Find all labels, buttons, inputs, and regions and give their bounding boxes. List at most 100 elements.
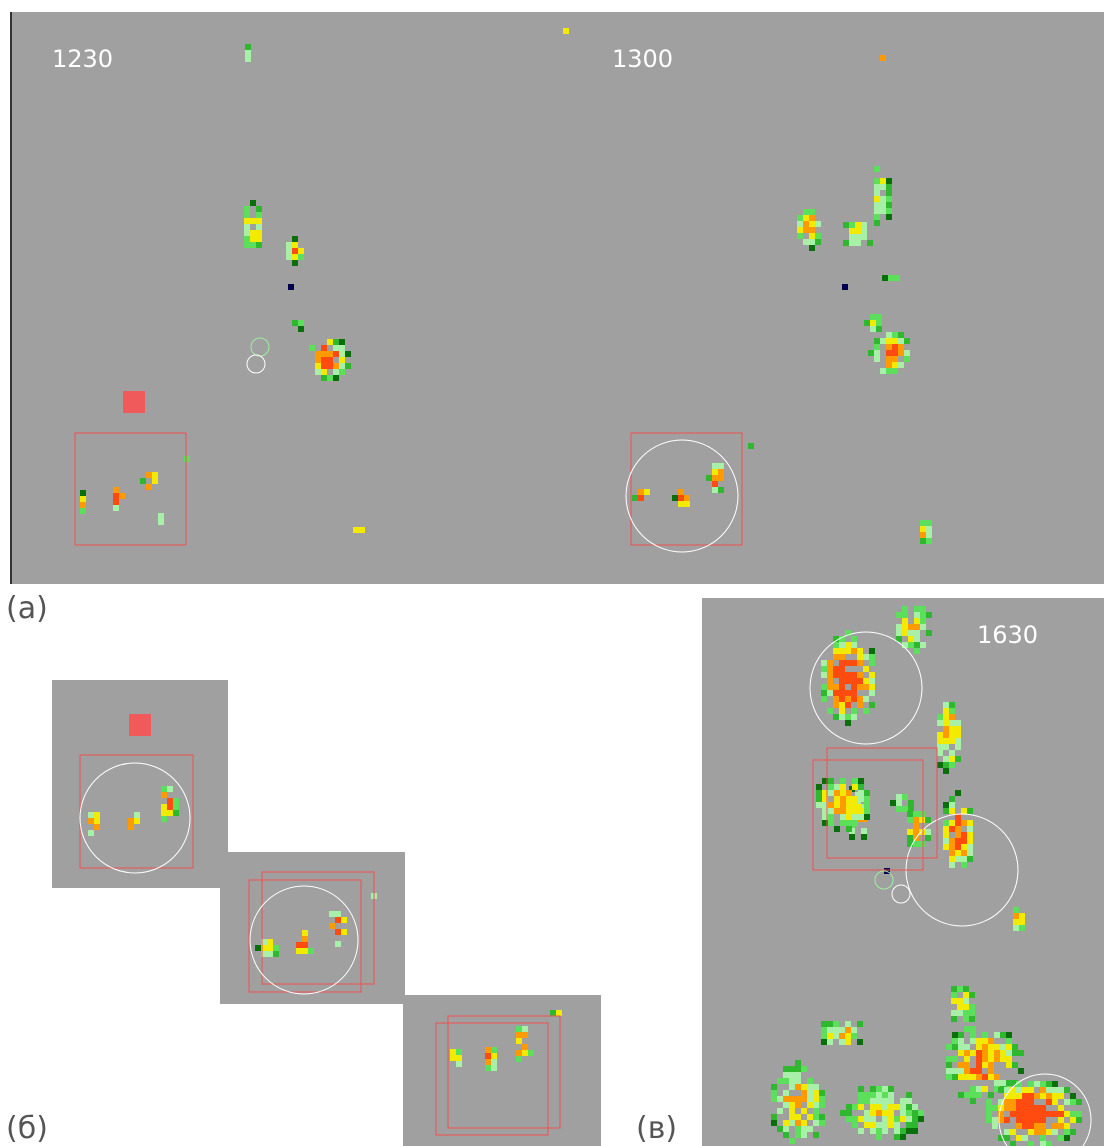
echo-pixel <box>1006 1080 1012 1086</box>
echo-pixel <box>833 702 839 708</box>
echo-pixel <box>892 344 898 350</box>
echo-pixel <box>869 684 875 690</box>
echo-pixel <box>888 1104 894 1110</box>
echo-pixel <box>128 818 134 824</box>
echo-pixel <box>345 363 351 369</box>
echo-pixel <box>955 790 961 796</box>
echo-pixel <box>789 1138 795 1144</box>
echo-pixel <box>244 206 250 212</box>
echo-pixel <box>880 178 886 184</box>
echo-pixel <box>245 56 251 62</box>
echo-pixel <box>958 1092 964 1098</box>
echo-pixel <box>992 1105 998 1111</box>
echo-pixel <box>827 1027 833 1033</box>
echo-pixel <box>839 642 845 648</box>
echo-pixel <box>783 1102 789 1108</box>
echo-pixel <box>920 642 926 648</box>
echo-pixel <box>969 1004 975 1010</box>
echo-pixel <box>833 1021 839 1027</box>
echo-pixel <box>864 790 870 796</box>
echo-pixel <box>528 1050 534 1056</box>
echo-pixel <box>795 1114 801 1120</box>
echo-pixel <box>563 28 569 34</box>
echo-pixel <box>892 362 898 368</box>
echo-pixel <box>485 1065 491 1071</box>
echo-pixel <box>864 814 870 820</box>
echo-pixel <box>712 469 718 475</box>
echo-pixel <box>920 606 926 612</box>
echo-pixel <box>134 812 140 818</box>
echo-pixel <box>813 1096 819 1102</box>
echo-pixel <box>333 345 339 351</box>
echo-pixel <box>678 501 684 507</box>
echo-pixel <box>250 218 256 224</box>
echo-pixel <box>900 1098 906 1104</box>
echo-pixel <box>986 1105 992 1111</box>
echo-pixel <box>339 351 345 357</box>
echo-pixel <box>834 784 840 790</box>
echo-pixel <box>1022 1123 1028 1129</box>
echo-pixel <box>864 1098 870 1104</box>
echo-pixel <box>849 222 855 228</box>
echo-pixel <box>886 196 892 202</box>
echo-pixel <box>335 941 341 947</box>
echo-pixel <box>821 1039 827 1045</box>
echo-pixel <box>992 1123 998 1129</box>
echo-pixel <box>327 357 333 363</box>
echo-pixel <box>920 538 926 544</box>
echo-pixel <box>1013 925 1019 931</box>
echo-pixel <box>1052 1129 1058 1135</box>
echo-pixel <box>795 1120 801 1126</box>
echo-pixel <box>964 1092 970 1098</box>
echo-pixel <box>273 945 279 951</box>
echo-pixel <box>876 1104 882 1110</box>
echo-pixel <box>783 1120 789 1126</box>
echo-pixel <box>821 666 827 672</box>
echo-pixel <box>94 824 100 830</box>
echo-pixel <box>789 1114 795 1120</box>
echo-pixel <box>900 1134 906 1140</box>
echo-pixel <box>912 1128 918 1134</box>
echo-pixel <box>851 690 857 696</box>
echo-pixel <box>849 834 855 840</box>
echo-pixel <box>491 1047 497 1053</box>
echo-pixel <box>946 1044 952 1050</box>
echo-pixel <box>870 326 876 332</box>
echo-pixel <box>964 1026 970 1032</box>
echo-pixel <box>1034 1081 1040 1087</box>
echo-pixel <box>302 930 308 936</box>
echo-pixel <box>1058 1117 1064 1123</box>
echo-pixel <box>684 501 690 507</box>
echo-pixel <box>864 1116 870 1122</box>
echo-pixel <box>273 951 279 957</box>
echo-pixel <box>341 929 347 935</box>
echo-pixel <box>1040 1111 1046 1117</box>
echo-pixel <box>864 320 870 326</box>
echo-pixel <box>943 708 949 714</box>
echo-pixel <box>874 338 880 344</box>
echo-pixel <box>1028 1093 1034 1099</box>
echo-pixel <box>833 1027 839 1033</box>
echo-pixel <box>286 248 292 254</box>
echo-pixel <box>914 642 920 648</box>
echo-pixel <box>1012 1050 1018 1056</box>
echo-pixel <box>904 338 910 344</box>
echo-pixel <box>920 624 926 630</box>
echo-pixel <box>913 823 919 829</box>
echo-pixel <box>167 786 173 792</box>
echo-pixel <box>321 363 327 369</box>
echo-pixel <box>827 684 833 690</box>
echo-pixel <box>902 624 908 630</box>
panel-label: (в) <box>636 1111 677 1146</box>
echo-pixel <box>904 350 910 356</box>
echo-pixel <box>858 808 864 814</box>
echo-pixel <box>795 1066 801 1072</box>
echo-pixel <box>827 1039 833 1045</box>
echo-pixel <box>869 702 875 708</box>
echo-pixel <box>801 1108 807 1114</box>
echo-pixel <box>1046 1081 1052 1087</box>
echo-pixel <box>1010 1111 1016 1117</box>
echo-pixel <box>1052 1123 1058 1129</box>
echo-pixel <box>783 1096 789 1102</box>
echo-pixel <box>298 320 304 326</box>
